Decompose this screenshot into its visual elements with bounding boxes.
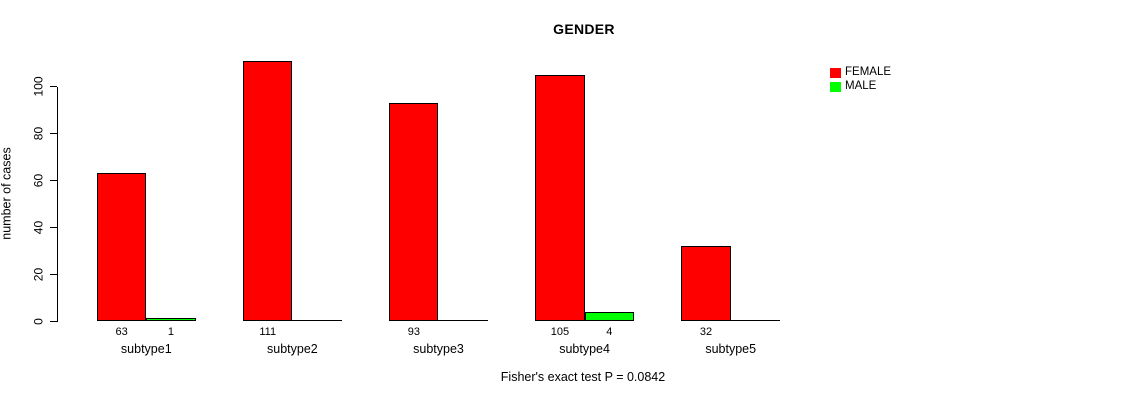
category-label-subtype3: subtype3	[413, 341, 464, 356]
y-axis-tick	[50, 179, 57, 181]
legend-swatch-male	[830, 81, 841, 92]
y-tick-label: 20	[31, 267, 46, 281]
y-axis-tick	[50, 273, 57, 275]
bar-baseline	[243, 320, 342, 321]
y-tick-label: 100	[31, 76, 46, 97]
legend-label-male: MALE	[845, 80, 877, 92]
legend: FEMALE MALE	[830, 66, 891, 94]
legend-item-male: MALE	[830, 80, 891, 93]
value-label-female-subtype3: 93	[407, 325, 420, 338]
value-label-female-subtype2: 111	[259, 325, 277, 338]
bar-baseline	[681, 320, 780, 321]
value-label-male-subtype4: 4	[606, 325, 613, 338]
value-label-male-subtype1: 1	[167, 325, 174, 338]
bar-female-subtype5	[681, 245, 731, 321]
legend-item-female: FEMALE	[830, 66, 891, 79]
bar-female-subtype2	[243, 60, 293, 321]
bar-male-subtype1	[146, 317, 196, 321]
value-label-female-subtype1: 63	[115, 325, 128, 338]
y-tick-label: 40	[31, 220, 46, 234]
y-axis-label: number of cases	[0, 147, 14, 240]
bar-male-subtype4	[584, 311, 634, 321]
bar-female-subtype1	[97, 173, 147, 321]
y-tick-label: 60	[31, 173, 46, 188]
y-axis-line	[57, 86, 58, 322]
category-label-subtype2: subtype2	[267, 341, 318, 356]
value-label-female-subtype4: 105	[550, 325, 570, 338]
category-label-subtype5: subtype5	[705, 341, 757, 356]
bar-female-subtype4	[535, 74, 585, 321]
bar-female-subtype3	[389, 103, 439, 321]
category-label-subtype1: subtype1	[120, 341, 172, 356]
y-axis-tick	[50, 86, 57, 88]
y-axis-tick	[50, 132, 57, 134]
y-tick-label: 80	[31, 126, 46, 141]
y-axis-tick	[50, 320, 57, 322]
chart-title: GENDER	[553, 21, 615, 37]
legend-label-female: FEMALE	[845, 66, 892, 78]
category-label-subtype4: subtype4	[559, 341, 610, 356]
y-tick-label: 0	[31, 317, 46, 325]
legend-swatch-female	[830, 67, 841, 78]
y-axis-tick	[50, 226, 57, 228]
value-label-female-subtype5: 32	[699, 325, 713, 338]
footnote: Fisher's exact test P = 0.0842	[500, 370, 666, 384]
bar-baseline	[389, 320, 488, 321]
